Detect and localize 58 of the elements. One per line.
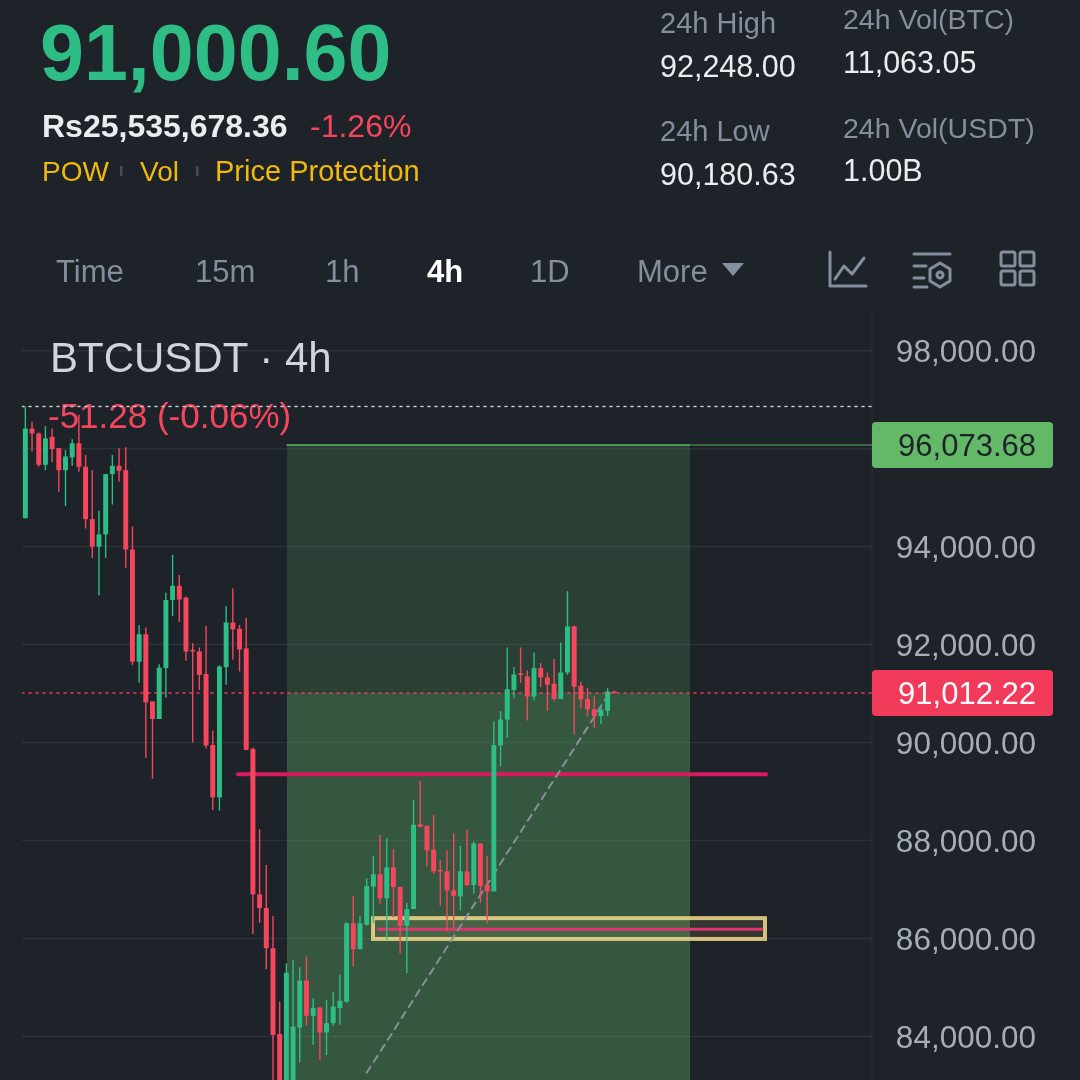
candlestick (431, 814, 437, 875)
candlestick (605, 687, 611, 717)
text: 15m (195, 254, 256, 289)
y-tick-label: 98,000.00 (895, 333, 1036, 370)
text: 24h Vol(USDT) (843, 112, 1035, 144)
candlestick (109, 454, 115, 506)
candlestick (176, 574, 182, 623)
candlestick (484, 854, 490, 924)
text: -1.26% (310, 108, 412, 144)
candlestick (377, 834, 383, 905)
y-tick-label: 90,000.00 (895, 724, 1036, 761)
candlestick (518, 646, 524, 684)
text: More (637, 254, 708, 289)
candlestick (63, 449, 68, 507)
text: 92,248.00 (660, 49, 796, 83)
candlestick (96, 510, 102, 597)
text: 91,000.60 (40, 8, 392, 97)
text: 1h (325, 254, 360, 289)
candlestick (404, 901, 410, 974)
annotation: -51.28 (-0.06%) (48, 396, 292, 435)
candlestick (370, 854, 376, 924)
text: 1D (530, 254, 570, 289)
ref-line-label: 96,073.68 (898, 428, 1036, 464)
text: POW (42, 156, 110, 187)
candlestick (598, 706, 604, 725)
candlestick (464, 828, 470, 887)
candlestick (170, 554, 176, 617)
candlestick (237, 624, 242, 673)
ref-line-label: 91,012.22 (898, 676, 1036, 712)
text: 24h High (660, 7, 777, 39)
text: 24h Vol(BTC) (843, 3, 1015, 35)
text: Price Protection (215, 155, 420, 187)
candlestick (524, 669, 530, 722)
text: 1.00B (843, 153, 923, 187)
text: 24h Low (660, 115, 771, 147)
candlestick (591, 695, 597, 729)
candlestick (196, 646, 202, 691)
candlestick (324, 998, 329, 1056)
y-tick-label: 88,000.00 (895, 822, 1036, 859)
text: 11,063.05 (843, 45, 977, 79)
text: Vol (140, 156, 179, 187)
y-tick-label: 86,000.00 (895, 920, 1036, 957)
y-tick-label: 94,000.00 (895, 528, 1036, 565)
candlestick (69, 438, 75, 467)
candlestick (150, 700, 155, 780)
y-tick-label: 92,000.00 (895, 626, 1036, 663)
text: Rs25,535,678.36 (42, 108, 288, 144)
candlestick (451, 832, 457, 929)
y-tick-label: 84,000.00 (895, 1018, 1036, 1055)
text: 90,180.63 (660, 157, 796, 191)
text: BTCUSDT · 4h (50, 334, 332, 381)
text: Time (56, 254, 124, 289)
candlestick (310, 997, 316, 1046)
text: 4h (427, 254, 464, 289)
candlestick (390, 848, 396, 919)
candlestick (551, 658, 557, 702)
candlestick (538, 662, 544, 688)
candlestick (257, 828, 263, 924)
